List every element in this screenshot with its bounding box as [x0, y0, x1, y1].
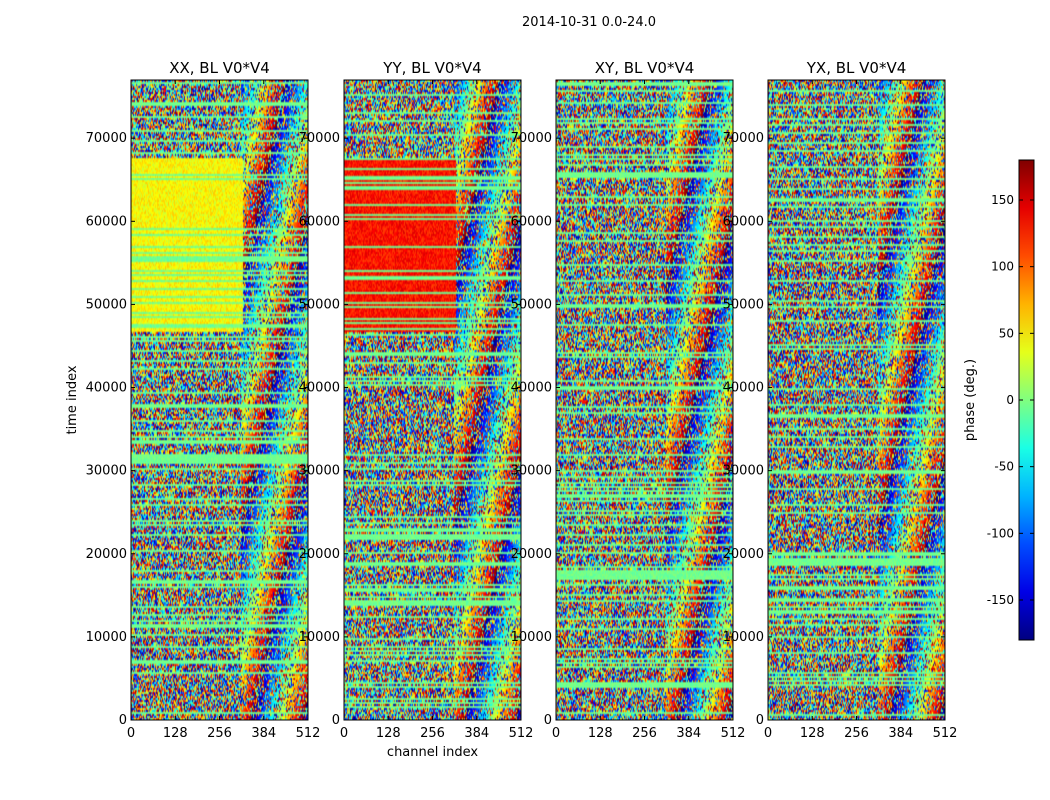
x-tick-label: 128 [800, 726, 825, 741]
x-tick-label: 0 [764, 726, 772, 741]
y-tick-label: 0 [756, 713, 764, 728]
y-tick-label: 10000 [511, 630, 552, 645]
panel-title: XY, BL V0*V4 [595, 59, 695, 77]
y-tick-label: 0 [119, 713, 127, 728]
x-tick-label: 384 [251, 726, 276, 741]
panel-title: YX, BL V0*V4 [806, 59, 907, 77]
panels: XX, BL V0*V4 0 128 256 384 512 0 10000 20000 3000… [65, 59, 957, 760]
y-tick-label: 10000 [299, 630, 340, 645]
colorbar-tick-label: 50 [999, 326, 1014, 340]
panel-title: YY, BL V0*V4 [382, 59, 481, 77]
heatmap-image [556, 80, 733, 720]
x-tick-label: 512 [509, 726, 534, 741]
x-tick-label: 512 [296, 726, 321, 741]
colorbar-tick-label: -100 [987, 526, 1014, 540]
x-tick-label: 128 [588, 726, 613, 741]
heatmap-image [131, 80, 308, 720]
y-tick-label: 20000 [299, 547, 340, 562]
y-tick-label: 70000 [511, 131, 552, 146]
y-tick-label: 60000 [86, 214, 127, 229]
x-tick-label: 384 [888, 726, 913, 741]
y-tick-label: 40000 [723, 381, 764, 396]
y-tick-label: 50000 [511, 297, 552, 312]
y-tick-label: 20000 [511, 547, 552, 562]
y-tick-label: 50000 [86, 297, 127, 312]
figure-title: 2014-10-31 0.0-24.0 [522, 15, 656, 30]
y-tick-label: 20000 [86, 547, 127, 562]
panel-3: XY, BL V0*V4 0 128 256 384 512 0 10000 20000 3000… [511, 59, 746, 741]
x-tick-label: 256 [420, 726, 445, 741]
y-tick-label: 40000 [299, 381, 340, 396]
x-tick-label: 128 [163, 726, 188, 741]
y-tick-label: 50000 [299, 297, 340, 312]
y-tick-label: 70000 [299, 131, 340, 146]
y-tick-label: 60000 [723, 214, 764, 229]
y-tick-label: 30000 [86, 464, 127, 479]
x-tick-label: 256 [844, 726, 869, 741]
panel-2: YY, BL V0*V4 0 128 256 384 512 0 10000 20000 3000… [299, 59, 534, 760]
y-tick-label: 60000 [511, 214, 552, 229]
colorbar-tick-label: -150 [987, 593, 1014, 607]
x-tick-label: 384 [676, 726, 701, 741]
x-tick-label: 0 [127, 726, 135, 741]
panel-1: XX, BL V0*V4 0 128 256 384 512 0 10000 20000 3000… [65, 59, 320, 741]
y-tick-label: 0 [544, 713, 552, 728]
y-tick-label: 70000 [723, 131, 764, 146]
heatmap-image [768, 80, 945, 720]
x-tick-label: 512 [721, 726, 746, 741]
x-tick-label: 384 [464, 726, 489, 741]
y-tick-label: 70000 [86, 131, 127, 146]
y-tick-label: 0 [332, 713, 340, 728]
x-axis-label: channel index [387, 745, 478, 760]
y-tick-label: 40000 [86, 381, 127, 396]
y-tick-label: 10000 [723, 630, 764, 645]
colorbar-tick-label: 0 [1006, 393, 1014, 407]
x-tick-label: 512 [933, 726, 958, 741]
colorbar-tick-label: 150 [991, 193, 1014, 207]
y-tick-label: 30000 [299, 464, 340, 479]
x-tick-label: 256 [632, 726, 657, 741]
x-tick-label: 0 [340, 726, 348, 741]
y-tick-label: 10000 [86, 630, 127, 645]
colorbar-label: phase (deg.) [963, 359, 978, 441]
y-tick-label: 40000 [511, 381, 552, 396]
panel-title: XX, BL V0*V4 [169, 59, 270, 77]
x-tick-label: 256 [207, 726, 232, 741]
heatmap-image [344, 80, 521, 720]
colorbar-tick-label: 100 [991, 260, 1014, 274]
colorbar-tick-label: -50 [994, 460, 1014, 474]
colorbar: -150 -100 -50 0 50 100 150 phase (deg.) [963, 159, 1035, 641]
y-tick-label: 30000 [511, 464, 552, 479]
x-tick-label: 128 [376, 726, 401, 741]
x-tick-label: 0 [552, 726, 560, 741]
y-tick-label: 20000 [723, 547, 764, 562]
y-tick-label: 30000 [723, 464, 764, 479]
y-axis-label: time index [65, 365, 80, 434]
y-tick-label: 50000 [723, 297, 764, 312]
panel-4: YX, BL V0*V4 0 128 256 384 512 0 10000 20000 3000… [723, 59, 958, 741]
y-tick-label: 60000 [299, 214, 340, 229]
